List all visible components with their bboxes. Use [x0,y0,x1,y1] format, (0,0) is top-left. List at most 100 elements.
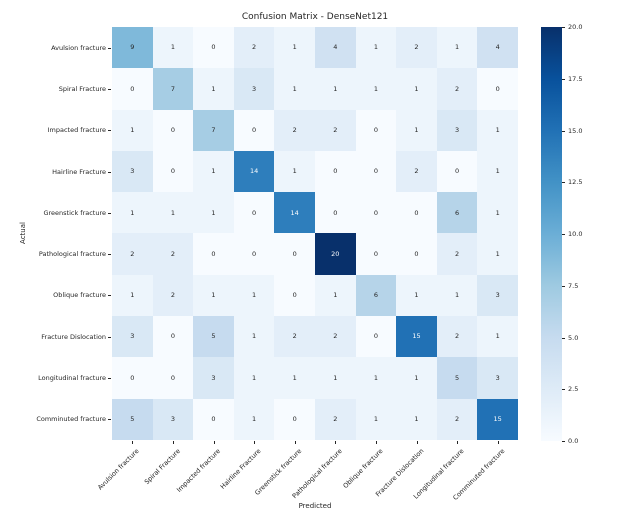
heatmap-cell: 1 [112,109,153,151]
heatmap-cell: 2 [396,150,437,193]
y-tick-mark [108,419,111,421]
y-tick-label: Longitudinal fracture [38,374,106,383]
heatmap-cell: 1 [314,274,356,317]
heatmap-cell: 1 [274,68,315,110]
colorbar [541,27,562,441]
y-tick-mark [108,130,111,132]
heatmap-cell: 0 [152,357,194,399]
x-tick-label: Spiral Fracture [142,447,182,487]
heatmap-cell: 14 [274,192,315,234]
heatmap-cell: 3 [112,150,153,193]
heatmap-cell: 3 [112,316,153,358]
heatmap-cell: 3 [193,357,234,399]
heatmap-cell: 1 [477,233,518,275]
heatmap-cell: 3 [477,274,518,317]
heatmap-cell: 3 [233,68,275,110]
colorbar-tick-label: 2.5 [568,385,579,394]
heatmap-cell: 1 [314,68,356,110]
y-tick-label: Spiral Fracture [58,84,106,93]
x-tick-mark [375,441,377,444]
heatmap-cell: 1 [355,68,397,110]
heatmap-cell: 2 [436,398,478,440]
heatmap-cell: 0 [193,27,234,69]
colorbar-tick-mark [562,78,565,80]
colorbar-tick-label: 0.0 [568,437,579,445]
colorbar-tick-label: 17.5 [568,74,583,83]
x-tick-mark [497,441,499,444]
heatmap-cell: 2 [152,233,194,275]
heatmap-cell: 2 [274,109,315,151]
colorbar-tick-mark [562,130,565,132]
heatmap-cell: 6 [355,274,397,317]
chart-title: Confusion Matrix - DenseNet121 [241,12,389,22]
heatmap-cell: 1 [193,274,234,317]
heatmap-cell: 2 [314,109,356,151]
y-tick-label: Comminuted fracture [36,415,106,424]
heatmap-cell: 0 [274,233,315,275]
heatmap-cell: 4 [314,27,356,69]
y-tick-mark [108,212,111,214]
heatmap-cell: 1 [193,68,234,110]
heatmap-cell: 0 [396,233,437,275]
x-tick-mark [254,441,256,444]
heatmap-cell: 2 [396,27,437,69]
colorbar-tick-mark [562,182,565,184]
heatmap-cell: 15 [396,316,437,358]
colorbar-tick-label: 20.0 [568,23,583,31]
heatmap-cell: 3 [436,109,478,151]
colorbar-tick-label: 12.5 [568,178,583,187]
heatmap-cell: 0 [314,192,356,234]
heatmap-cell: 0 [355,109,397,151]
colorbar-tick-label: 10.0 [568,230,583,238]
heatmap-cell: 6 [436,192,478,234]
colorbar-tick-mark [562,389,565,391]
heatmap-cell: 1 [152,192,194,234]
x-tick-mark [335,441,337,444]
heatmap-cell: 1 [152,27,194,69]
heatmap-cell: 5 [436,357,478,399]
colorbar-tick-mark [562,234,565,235]
heatmap-cell: 0 [112,357,153,399]
heatmap-cell: 1 [112,192,153,234]
heatmap-cell: 2 [152,274,194,317]
y-tick-label: Impacted fracture [47,126,106,135]
heatmap-cell: 1 [274,357,315,399]
heatmap-cell: 0 [193,398,234,440]
x-tick-mark [457,441,459,444]
y-tick-label: Hairline Fracture [52,167,106,176]
heatmap-cell: 0 [396,192,437,234]
heatmap-cell: 9 [112,27,153,69]
heatmap-cell: 7 [152,68,194,110]
heatmap-cell: 0 [233,192,275,234]
x-tick-label: Oblique fracture [341,447,385,491]
heatmap-cell: 0 [152,150,194,193]
colorbar-tick-label: 15.0 [568,126,583,135]
heatmap-cell: 1 [233,357,275,399]
heatmap-cell: 0 [355,316,397,358]
x-tick-mark [416,441,418,444]
heatmap-cell: 1 [396,109,437,151]
heatmap-cell: 1 [436,274,478,317]
x-tick-label: Impacted fracture [175,447,223,494]
colorbar-tick-mark [562,27,565,28]
heatmap-cell: 2 [436,233,478,275]
y-tick-mark [108,88,111,90]
heatmap-cell: 3 [477,357,518,399]
colorbar-tick-mark [562,285,565,287]
heatmap-cell: 1 [233,316,275,358]
heatmap-cell: 0 [436,150,478,193]
heatmap-cell: 0 [112,68,153,110]
heatmap-cell: 2 [233,27,275,69]
heatmap-cell: 2 [314,398,356,440]
heatmap-grid: 9 1 0 2 1 4 1 2 1 4 0 7 1 3 1 1 1 1 2 0 1 0 7 0 2 2 0 1 3 1 3 0 1 14 1 0 0 2 0… [112,27,518,440]
heatmap-cell: 2 [314,316,356,358]
y-tick-mark [108,336,111,338]
heatmap-cell: 1 [396,398,437,440]
x-axis-label: Predicted [298,502,332,510]
y-tick-mark [108,254,111,256]
heatmap-cell: 1 [233,398,275,440]
heatmap-cell: 1 [396,68,437,110]
y-tick-mark [108,295,111,297]
heatmap-cell: 1 [193,192,234,234]
